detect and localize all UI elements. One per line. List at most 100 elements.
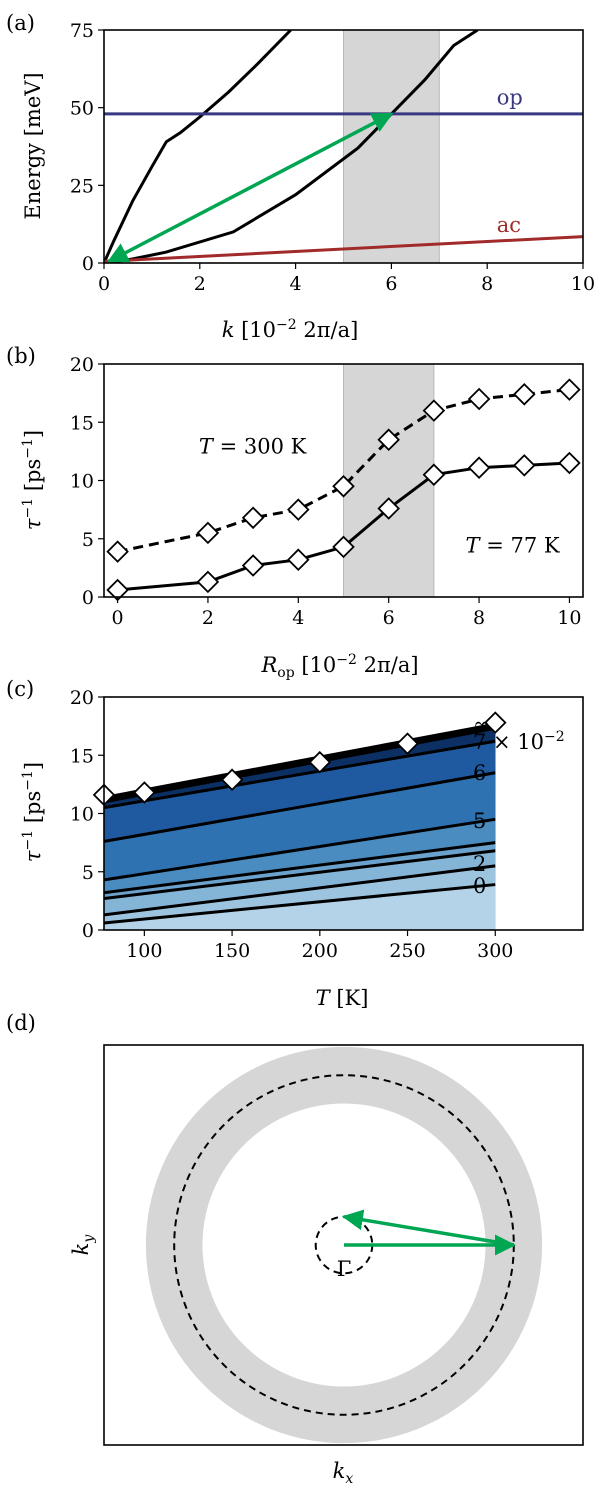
annotation-var: T: [199, 435, 215, 459]
panel-b-xlabel: Rop [10−2 2π/a]: [260, 652, 418, 681]
x-tick-label: 300: [477, 940, 513, 962]
area-0: [104, 884, 496, 930]
data-point: [422, 463, 446, 486]
annotation-val: = 77 K: [480, 534, 560, 558]
data-point: [133, 781, 156, 804]
panel-b-label: (b): [6, 344, 36, 368]
data-point: [513, 454, 536, 477]
panel-a-plot: op ac: [104, 30, 583, 263]
panel-d-xlabel: kx: [333, 1459, 354, 1487]
boundary-line: [104, 883, 496, 925]
panel-d-plot: Γ: [145, 1046, 543, 1444]
y-tick-label: 50: [70, 98, 94, 120]
data-point: [467, 387, 491, 411]
data-point: [332, 475, 355, 498]
boundary-line: [104, 841, 496, 895]
y-tick-label: 0: [82, 253, 94, 275]
series-band-1: [104, 30, 292, 263]
annotation-val: = 300 K: [213, 435, 307, 459]
x-tick-label: 10: [571, 273, 595, 295]
x-tick-label: 0: [98, 273, 110, 295]
panel-b-ylabel: τ−1 [ps−1]: [20, 430, 45, 530]
boundary-line: [104, 849, 496, 901]
panel-a-ylabel: Energy [meV]: [21, 72, 45, 219]
annotation-var: T: [466, 534, 482, 558]
panel-b-ticks: 0 2 4 6 8 10 0 5 10 15 20: [70, 354, 582, 629]
x-tick-label: 0: [112, 607, 124, 629]
x-tick-label: 4: [290, 273, 302, 295]
x-tick-label: 100: [126, 940, 162, 962]
line-label-op: op: [497, 86, 523, 110]
x-tick-label: 150: [214, 940, 250, 962]
data-point: [377, 497, 400, 520]
boundary-line: [104, 739, 496, 810]
y-tick-label: 5: [82, 529, 94, 551]
data-point: [484, 711, 507, 734]
x-tick-label: 2: [194, 273, 206, 295]
panel-c-xlabel: T [K]: [316, 986, 369, 1010]
data-point: [287, 548, 310, 571]
y-tick-label: 20: [70, 687, 94, 709]
data-point: [287, 498, 310, 521]
label-2: 2: [473, 852, 486, 876]
panel-a-xlabel: k [10−2 2π/a]: [222, 317, 359, 342]
series-line: [117, 388, 570, 554]
panel-c-ylabel: τ−1 [ps−1]: [20, 762, 45, 862]
panel-b-plot: [117, 364, 570, 597]
data-point: [377, 428, 400, 451]
shaded-band: [343, 364, 435, 597]
panel-d-ylabel: ky: [69, 1234, 97, 1256]
panel-a-label: (a): [6, 11, 35, 35]
y-tick-label: 20: [70, 354, 94, 376]
panel-a: (a) op ac 0 2 4 6 8 10 0 25 50 75 k [10−2 2π/a] En…: [6, 11, 595, 342]
x-tick-label: 8: [473, 607, 485, 629]
boundary-line: [104, 771, 496, 843]
y-tick-label: 0: [82, 587, 94, 609]
x-tick-label: 200: [302, 940, 338, 962]
green-arrow: [106, 112, 394, 263]
data-point: [558, 378, 581, 401]
green-arrow: [341, 1209, 515, 1247]
line-label-ac: ac: [497, 213, 521, 237]
x-tick-label: 8: [481, 273, 493, 295]
annotation: T = 77 K: [466, 534, 560, 558]
data-point: [513, 383, 536, 406]
data-point: [467, 456, 491, 479]
x-tick-label: 4: [292, 607, 304, 629]
data-point: [241, 554, 265, 577]
label-5: 5: [473, 809, 486, 833]
panel-b-annotations: T = 300 KT = 77 K: [199, 435, 560, 558]
panel-a-axes: [103, 29, 584, 264]
y-tick-label: 10: [70, 471, 94, 493]
data-point: [558, 451, 581, 475]
y-tick-label: 0: [82, 920, 94, 942]
y-tick-label: 75: [70, 20, 94, 42]
y-tick-label: 5: [82, 862, 94, 884]
series-line: [117, 461, 570, 592]
label-7e-2: 7 × 10−2: [473, 729, 565, 754]
data-point: [220, 768, 244, 791]
data-point: [106, 540, 129, 563]
x-tick-label: 10: [557, 607, 581, 629]
annotation: T = 300 K: [199, 435, 307, 459]
panel-c-label: (c): [6, 677, 34, 701]
data-point: [196, 570, 220, 594]
panel-b-markers: [106, 378, 581, 602]
data-point: [196, 521, 220, 545]
boundary-line: [104, 726, 496, 804]
boundary-line: [104, 817, 496, 882]
boundary-line: [104, 864, 496, 917]
data-point: [241, 506, 265, 530]
x-tick-label: 2: [202, 607, 214, 629]
panel-d: (d) Γ kx ky: [6, 1011, 584, 1487]
panel-d-label: (d): [6, 1011, 36, 1035]
panel-d-axes: [103, 1044, 584, 1446]
panel-c-right-labels: ∞ 7 × 10−2 6 5 2 0: [473, 713, 565, 898]
y-tick-label: 25: [70, 175, 94, 197]
label-0: 0: [473, 874, 486, 898]
x-tick-label: 6: [385, 273, 397, 295]
